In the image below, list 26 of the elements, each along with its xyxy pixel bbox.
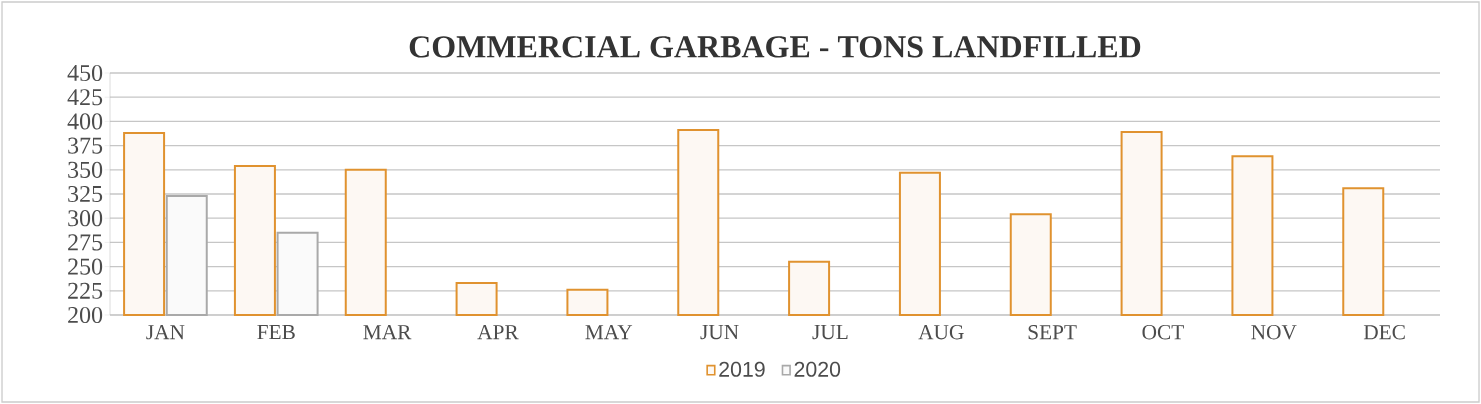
- x-tick-label: APR: [477, 325, 519, 340]
- y-tick-label: 225: [68, 282, 103, 299]
- y-tick-label: 450: [67, 64, 103, 82]
- chart-title: COMMERCIAL GARBAGE - TONS LANDFILLED: [409, 36, 1141, 58]
- x-tick-label: JAN: [146, 325, 185, 340]
- x-tick-label: SEPT: [1028, 325, 1077, 340]
- x-tick-label: NOV: [1251, 325, 1297, 340]
- legend-label: 2019: [719, 361, 765, 377]
- x-tick-label: MAR: [363, 325, 412, 340]
- y-tick-label: 325: [68, 185, 103, 203]
- y-tick-label: 400: [67, 113, 103, 130]
- y-tick-label: 350: [68, 161, 103, 178]
- legend-label: 2020: [794, 361, 841, 377]
- y-tick-label: 250: [68, 258, 103, 275]
- x-tick-label: OCT: [1142, 325, 1184, 340]
- x-tick-label: DEC: [1363, 325, 1405, 340]
- y-tick-label: 425: [67, 89, 103, 106]
- y-tick-label: 200: [68, 306, 103, 324]
- y-tick-label: 300: [68, 210, 103, 227]
- x-tick-label: FEB: [257, 325, 295, 340]
- y-tick-label: 275: [68, 234, 103, 251]
- x-tick-label: MAY: [585, 325, 633, 340]
- x-tick-label: AUG: [918, 325, 964, 340]
- x-tick-label: JUN: [700, 325, 739, 340]
- x-tick-label: JUL: [812, 325, 848, 340]
- y-tick-label: 375: [68, 137, 103, 154]
